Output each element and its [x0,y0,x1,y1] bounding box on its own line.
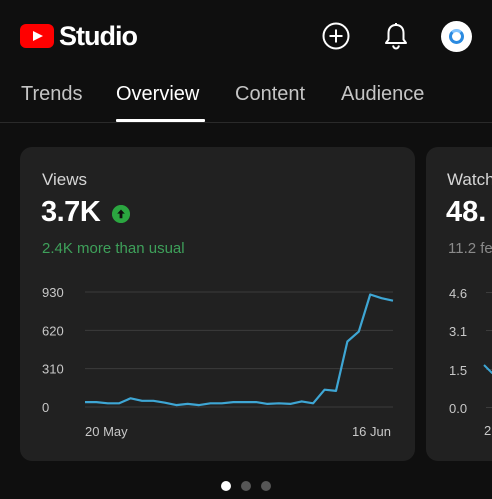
carousel-pagination [0,481,492,493]
card-value: 3.7K [41,196,101,228]
avatar[interactable] [441,21,472,52]
card-subtitle: 11.2 fe [448,240,492,257]
y-tick-label: 620 [42,323,64,338]
y-tick-label: 3.1 [449,324,468,339]
x-tick-label: 20 May [85,424,128,439]
tab-content[interactable]: Content [235,83,306,105]
views-series-line [85,293,394,407]
gridline [486,407,492,408]
tab-bar: Trends Overview Content Audience [0,70,492,123]
y-tick-label: 930 [42,285,64,300]
y-tick-label: 0 [42,400,49,415]
pagination-dot[interactable] [261,481,271,491]
notifications-button[interactable] [378,18,414,54]
watch-time-card[interactable]: Watch 48. 11.2 fe 4.6 3.1 1.5 0.0 2 [426,147,492,461]
x-tick-label: 2 [484,423,492,438]
card-title: Watch [447,170,492,189]
tab-trends[interactable]: Trends [21,83,83,105]
top-bar: Studio [0,0,492,70]
trend-up-icon [112,205,130,223]
y-tick-label: 0.0 [449,401,468,416]
tab-audience[interactable]: Audience [341,83,425,105]
card-title: Views [42,170,88,189]
logo-text: Studio [59,21,138,51]
pagination-dot[interactable] [241,481,251,491]
gridline [486,292,492,293]
y-tick-label: 310 [42,362,64,377]
active-tab-indicator [116,119,205,122]
y-tick-label: 1.5 [449,363,468,378]
card-subtitle: 2.4K more than usual [42,240,185,257]
card-value: 48. [446,196,487,228]
tab-overview[interactable]: Overview [116,83,200,105]
youtube-studio-logo[interactable]: Studio [20,21,138,51]
youtube-logo-icon [20,24,54,48]
gridline [486,330,492,331]
pagination-dot[interactable] [221,481,231,491]
create-icon [322,22,350,50]
views-chart: 930 620 310 0 20 May 16 Jun [42,285,394,439]
bell-icon [385,23,407,50]
views-card[interactable]: Views 3.7K 2.4K more than usual 930 620 31… [20,147,415,461]
y-tick-label: 4.6 [449,286,468,301]
create-button[interactable] [318,18,354,54]
watch-chart-line [483,364,492,375]
x-tick-label: 16 Jun [352,424,391,439]
avatar-logo-icon [449,29,464,44]
